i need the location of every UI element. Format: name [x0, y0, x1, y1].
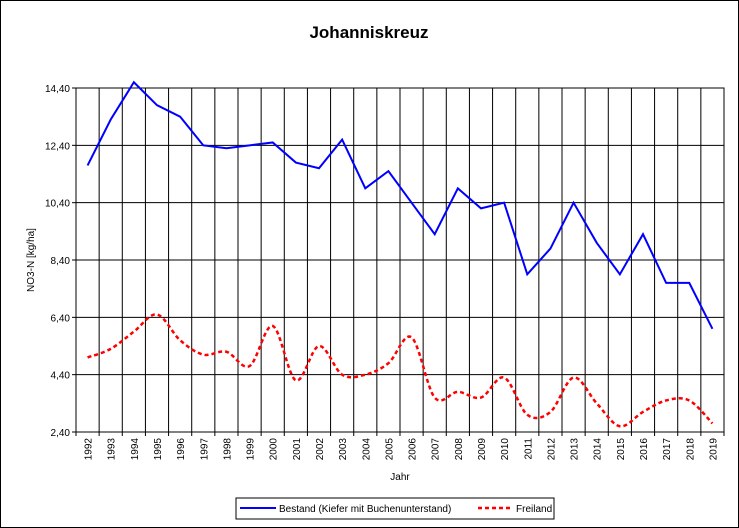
- y-tick-label: 2,40: [51, 428, 71, 439]
- y-tick-label: 14,40: [45, 84, 70, 95]
- legend-label-bestand: Bestand (Kiefer mit Buchenunterstand): [279, 504, 451, 515]
- x-tick-label: 2009: [477, 438, 488, 461]
- x-tick-label: 1994: [130, 438, 141, 461]
- x-tick-label: 1995: [153, 438, 164, 461]
- y-tick-label: 8,40: [51, 256, 71, 267]
- y-tick-label: 10,40: [45, 199, 70, 210]
- x-tick-label: 2015: [616, 438, 627, 461]
- x-tick-label: 2001: [292, 438, 303, 461]
- x-axis-label: Jahr: [390, 472, 410, 483]
- y-axis-ticks: 2,40 4,40 6,40 8,40 10,40 12,40 14,40: [45, 84, 76, 439]
- x-tick-label: 2014: [593, 438, 604, 461]
- x-tick-label: 2005: [384, 438, 395, 461]
- x-tick-label: 1996: [176, 438, 187, 461]
- series-line-bestand: [86, 80, 714, 330]
- x-tick-label: 2008: [454, 438, 465, 461]
- x-tick-label: 2010: [500, 438, 511, 461]
- legend: Bestand (Kiefer mit Buchenunterstand) Fr…: [235, 497, 555, 520]
- chart-title: Johanniskreuz: [309, 23, 428, 42]
- y-tick-label: 4,40: [51, 371, 71, 382]
- x-tick-label: 1993: [107, 438, 118, 461]
- x-tick-label: 2016: [639, 438, 650, 461]
- y-tick-label: 12,40: [45, 141, 70, 152]
- x-tick-label: 2017: [662, 438, 673, 461]
- y-tick-label: 6,40: [51, 313, 71, 324]
- x-tick-label: 2000: [269, 438, 280, 461]
- x-tick-label: 2012: [546, 438, 557, 461]
- series-line-freiland: [87, 313, 714, 428]
- x-tick-label: 1997: [199, 438, 210, 461]
- x-tick-label: 2006: [408, 438, 419, 461]
- legend-label-freiland: Freiland: [516, 504, 552, 515]
- legend-box: [235, 497, 555, 520]
- x-tick-label: 2018: [685, 438, 696, 461]
- x-tick-label: 2004: [361, 438, 372, 461]
- y-axis-label: NO3-N [kg/ha]: [26, 228, 37, 292]
- x-tick-label: 2019: [708, 438, 719, 461]
- x-tick-label: 1999: [246, 438, 257, 461]
- x-tick-label: 2002: [315, 438, 326, 461]
- x-tick-label: 1992: [84, 438, 95, 461]
- x-tick-label: 2013: [570, 438, 581, 461]
- x-tick-label: 2011: [523, 438, 534, 460]
- x-tick-label: 2007: [431, 438, 442, 461]
- x-tick-label: 1998: [222, 438, 233, 461]
- series-lines: [86, 80, 714, 428]
- x-tick-label: 2003: [338, 438, 349, 461]
- x-axis-ticks: 1992 1993 1994 1995 1996 1997 1998 1999 2000 2001…: [75, 432, 725, 461]
